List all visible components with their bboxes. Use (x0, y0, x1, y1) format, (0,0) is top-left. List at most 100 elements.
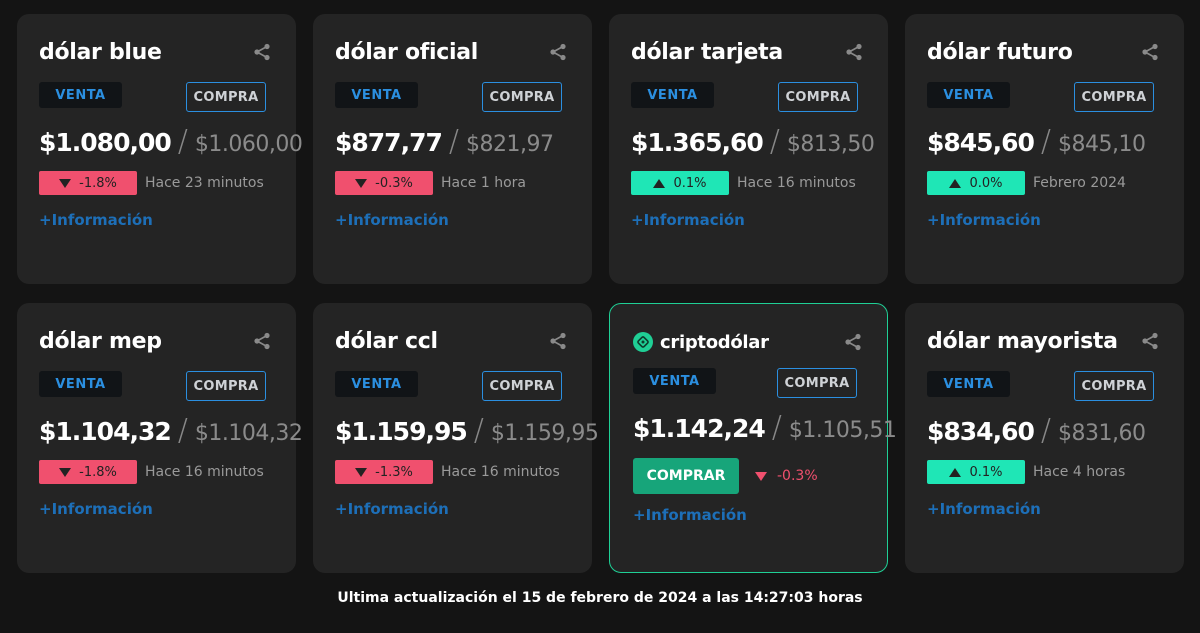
share-icon[interactable] (252, 331, 272, 351)
more-info-link[interactable]: +Información (631, 211, 745, 229)
price-separator: / (1040, 413, 1051, 448)
card-dolar-mayorista: dólar mayorista VENTA COMPRA $834,60 / $… (905, 303, 1184, 573)
more-info-link[interactable]: +Información (335, 500, 449, 518)
share-icon[interactable] (1140, 42, 1160, 62)
card-title: dólar ccl (335, 328, 438, 354)
arrow-up-icon (949, 467, 962, 477)
change-badge: -1.8% (39, 460, 137, 484)
more-info-link[interactable]: +Información (335, 211, 449, 229)
arrow-down-icon (755, 471, 767, 481)
price-venta: $1.104,32 (39, 417, 172, 446)
price-venta: $845,60 (927, 128, 1035, 157)
arrow-down-icon (59, 178, 72, 188)
venta-tab[interactable]: VENTA (927, 82, 1010, 108)
quotes-grid: dólar blue VENTA COMPRA $1.080,00 / $1.0… (17, 14, 1184, 573)
crypto-title-group: criptodólar (633, 332, 769, 353)
price-compra: $831,60 (1057, 421, 1146, 446)
price-compra: $1.060,00 (194, 132, 303, 157)
card-title: dólar mayorista (927, 328, 1118, 354)
compra-tab[interactable]: COMPRA (777, 368, 857, 398)
update-time: Hace 16 minutos (145, 464, 264, 480)
change-value: 0.1% (673, 175, 707, 191)
compra-tab[interactable]: COMPRA (186, 371, 266, 401)
card-title: dólar tarjeta (631, 39, 783, 65)
more-info-link[interactable]: +Información (927, 500, 1041, 518)
price-separator: / (448, 124, 459, 159)
price-venta: $1.080,00 (39, 128, 172, 157)
price-venta: $1.365,60 (631, 128, 764, 157)
change-badge: -0.3% (335, 171, 433, 195)
card-title: dólar blue (39, 39, 162, 65)
venta-tab[interactable]: VENTA (39, 82, 122, 108)
more-info-link[interactable]: +Información (39, 211, 153, 229)
venta-tab[interactable]: VENTA (335, 82, 418, 108)
price-separator: / (177, 413, 188, 448)
arrow-up-icon (949, 178, 962, 188)
price-compra: $1.104,32 (194, 421, 303, 446)
price-separator: / (177, 124, 188, 159)
price-compra: $1.105,51 (788, 418, 897, 443)
share-icon[interactable] (548, 42, 568, 62)
card-criptodolar: criptodólar VENTA COMPRA $1.142,24 / $1.… (609, 303, 897, 573)
card-title: dólar oficial (335, 39, 479, 65)
last-update-text: Ultima actualización el 15 de febrero de… (337, 590, 863, 606)
change-indicator: -0.3% (755, 468, 818, 484)
card-title: dólar futuro (927, 39, 1073, 65)
update-time: Hace 1 hora (441, 175, 526, 191)
venta-tab[interactable]: VENTA (39, 371, 122, 397)
card-dolar-ccl: dólar ccl VENTA COMPRA $1.159,95 / $1.15… (313, 303, 599, 573)
change-value: -1.8% (79, 464, 117, 480)
card-dolar-futuro: dólar futuro VENTA COMPRA $845,60 / $845… (905, 14, 1184, 284)
compra-tab[interactable]: COMPRA (482, 371, 562, 401)
card-dolar-oficial: dólar oficial VENTA COMPRA $877,77 / $82… (313, 14, 592, 284)
more-info-link[interactable]: +Información (39, 500, 153, 518)
share-icon[interactable] (844, 42, 864, 62)
card-title: criptodólar (660, 331, 769, 353)
update-time: Hace 23 minutos (145, 175, 264, 191)
arrow-down-icon (355, 178, 368, 188)
compra-tab[interactable]: COMPRA (1074, 82, 1154, 112)
share-icon[interactable] (1140, 331, 1160, 351)
venta-tab[interactable]: VENTA (631, 82, 714, 108)
compra-tab[interactable]: COMPRA (482, 82, 562, 112)
compra-tab[interactable]: COMPRA (186, 82, 266, 112)
compra-tab[interactable]: COMPRA (1074, 371, 1154, 401)
change-badge: 0.1% (927, 460, 1025, 484)
price-separator: / (771, 410, 782, 445)
venta-tab[interactable]: VENTA (335, 371, 418, 397)
share-icon[interactable] (548, 331, 568, 351)
change-value: 0.1% (969, 464, 1003, 480)
arrow-down-icon (355, 467, 368, 477)
price-venta: $1.142,24 (633, 414, 766, 443)
comprar-button[interactable]: COMPRAR (633, 458, 739, 494)
share-icon[interactable] (252, 42, 272, 62)
change-badge: -1.3% (335, 460, 433, 484)
change-value: -1.8% (79, 175, 117, 191)
compra-tab[interactable]: COMPRA (778, 82, 858, 112)
price-venta: $877,77 (335, 128, 443, 157)
change-value: -1.3% (375, 464, 413, 480)
price-venta: $834,60 (927, 417, 1035, 446)
change-value: -0.3% (777, 468, 818, 484)
price-compra: $813,50 (786, 132, 875, 157)
price-separator: / (1040, 124, 1051, 159)
share-icon[interactable] (843, 332, 863, 352)
change-badge: 0.0% (927, 171, 1025, 195)
price-compra: $845,10 (1057, 132, 1146, 157)
update-time: Hace 4 horas (1033, 464, 1126, 480)
arrow-down-icon (59, 467, 72, 477)
venta-tab[interactable]: VENTA (633, 368, 716, 394)
more-info-link[interactable]: +Información (633, 506, 747, 524)
card-dolar-mep: dólar mep VENTA COMPRA $1.104,32 / $1.10… (17, 303, 303, 573)
change-badge: 0.1% (631, 171, 729, 195)
price-compra: $1.159,95 (490, 421, 599, 446)
card-dolar-tarjeta: dólar tarjeta VENTA COMPRA $1.365,60 / $… (609, 14, 888, 284)
price-separator: / (769, 124, 780, 159)
card-title: dólar mep (39, 328, 162, 354)
price-separator: / (473, 413, 484, 448)
update-time: Hace 16 minutos (441, 464, 560, 480)
card-dolar-blue: dólar blue VENTA COMPRA $1.080,00 / $1.0… (17, 14, 303, 284)
venta-tab[interactable]: VENTA (927, 371, 1010, 397)
more-info-link[interactable]: +Información (927, 211, 1041, 229)
change-badge: -1.8% (39, 171, 137, 195)
